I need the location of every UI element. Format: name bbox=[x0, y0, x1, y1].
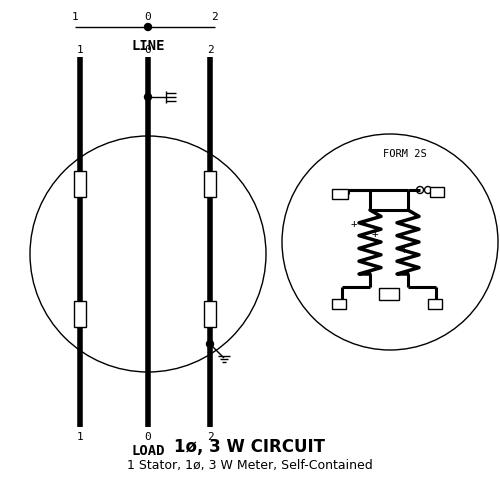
Text: 2: 2 bbox=[206, 45, 214, 55]
Text: +: + bbox=[372, 229, 378, 239]
Text: 1 Stator, 1ø, 3 W Meter, Self-Contained: 1 Stator, 1ø, 3 W Meter, Self-Contained bbox=[127, 459, 373, 472]
Text: 2: 2 bbox=[206, 432, 214, 442]
Text: +: + bbox=[400, 245, 407, 255]
Text: 0: 0 bbox=[144, 45, 152, 55]
Text: 1: 1 bbox=[72, 12, 78, 22]
Circle shape bbox=[206, 340, 214, 348]
Bar bbox=[332, 299, 346, 309]
Bar bbox=[430, 187, 444, 197]
Bar bbox=[74, 301, 86, 327]
Text: FORM 2S: FORM 2S bbox=[383, 149, 427, 159]
Text: 2: 2 bbox=[212, 12, 218, 22]
Bar bbox=[428, 299, 442, 309]
Text: 0: 0 bbox=[144, 432, 152, 442]
Bar bbox=[74, 171, 86, 197]
Bar bbox=[204, 171, 216, 197]
Text: 0: 0 bbox=[144, 12, 152, 22]
Bar bbox=[204, 301, 216, 327]
Bar bbox=[379, 288, 399, 300]
Text: +: + bbox=[350, 219, 358, 229]
Text: LOAD: LOAD bbox=[131, 444, 165, 458]
Text: LINE: LINE bbox=[131, 39, 165, 53]
Text: 1: 1 bbox=[76, 45, 84, 55]
Text: 1ø, 3 W CIRCUIT: 1ø, 3 W CIRCUIT bbox=[174, 438, 326, 456]
Circle shape bbox=[144, 94, 152, 101]
Text: 1: 1 bbox=[76, 432, 84, 442]
Circle shape bbox=[144, 24, 152, 30]
Bar bbox=[332, 189, 348, 199]
